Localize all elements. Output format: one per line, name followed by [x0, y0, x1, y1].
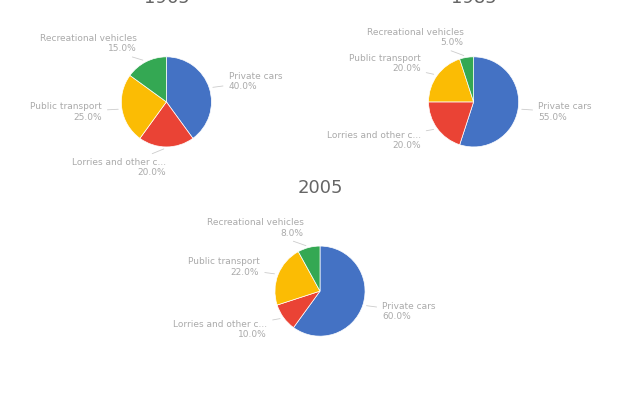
Wedge shape	[460, 57, 474, 102]
Wedge shape	[429, 59, 474, 102]
Text: Private cars
55.0%: Private cars 55.0%	[522, 103, 591, 122]
Text: Lorries and other c...
10.0%: Lorries and other c... 10.0%	[173, 319, 280, 339]
Text: Public transport
20.0%: Public transport 20.0%	[349, 54, 434, 74]
Title: 1985: 1985	[451, 0, 497, 7]
Text: Public transport
25.0%: Public transport 25.0%	[30, 103, 118, 122]
Text: Private cars
40.0%: Private cars 40.0%	[213, 72, 282, 92]
Text: Lorries and other c...
20.0%: Lorries and other c... 20.0%	[326, 129, 434, 150]
Text: Lorries and other c...
20.0%: Lorries and other c... 20.0%	[72, 149, 166, 177]
Text: Recreational vehicles
8.0%: Recreational vehicles 8.0%	[207, 218, 306, 246]
Wedge shape	[166, 57, 211, 138]
Text: Public transport
22.0%: Public transport 22.0%	[188, 257, 275, 277]
Wedge shape	[298, 246, 320, 291]
Wedge shape	[275, 252, 320, 305]
Wedge shape	[429, 102, 474, 145]
Wedge shape	[277, 291, 320, 327]
Wedge shape	[122, 75, 166, 138]
Wedge shape	[460, 57, 518, 147]
Wedge shape	[140, 102, 193, 147]
Text: Recreational vehicles
15.0%: Recreational vehicles 15.0%	[40, 34, 143, 60]
Wedge shape	[294, 246, 365, 336]
Wedge shape	[130, 57, 166, 102]
Title: 2005: 2005	[297, 179, 343, 196]
Text: Private cars
60.0%: Private cars 60.0%	[367, 301, 436, 321]
Text: Recreational vehicles
5.0%: Recreational vehicles 5.0%	[367, 28, 464, 55]
Title: 1965: 1965	[143, 0, 189, 7]
